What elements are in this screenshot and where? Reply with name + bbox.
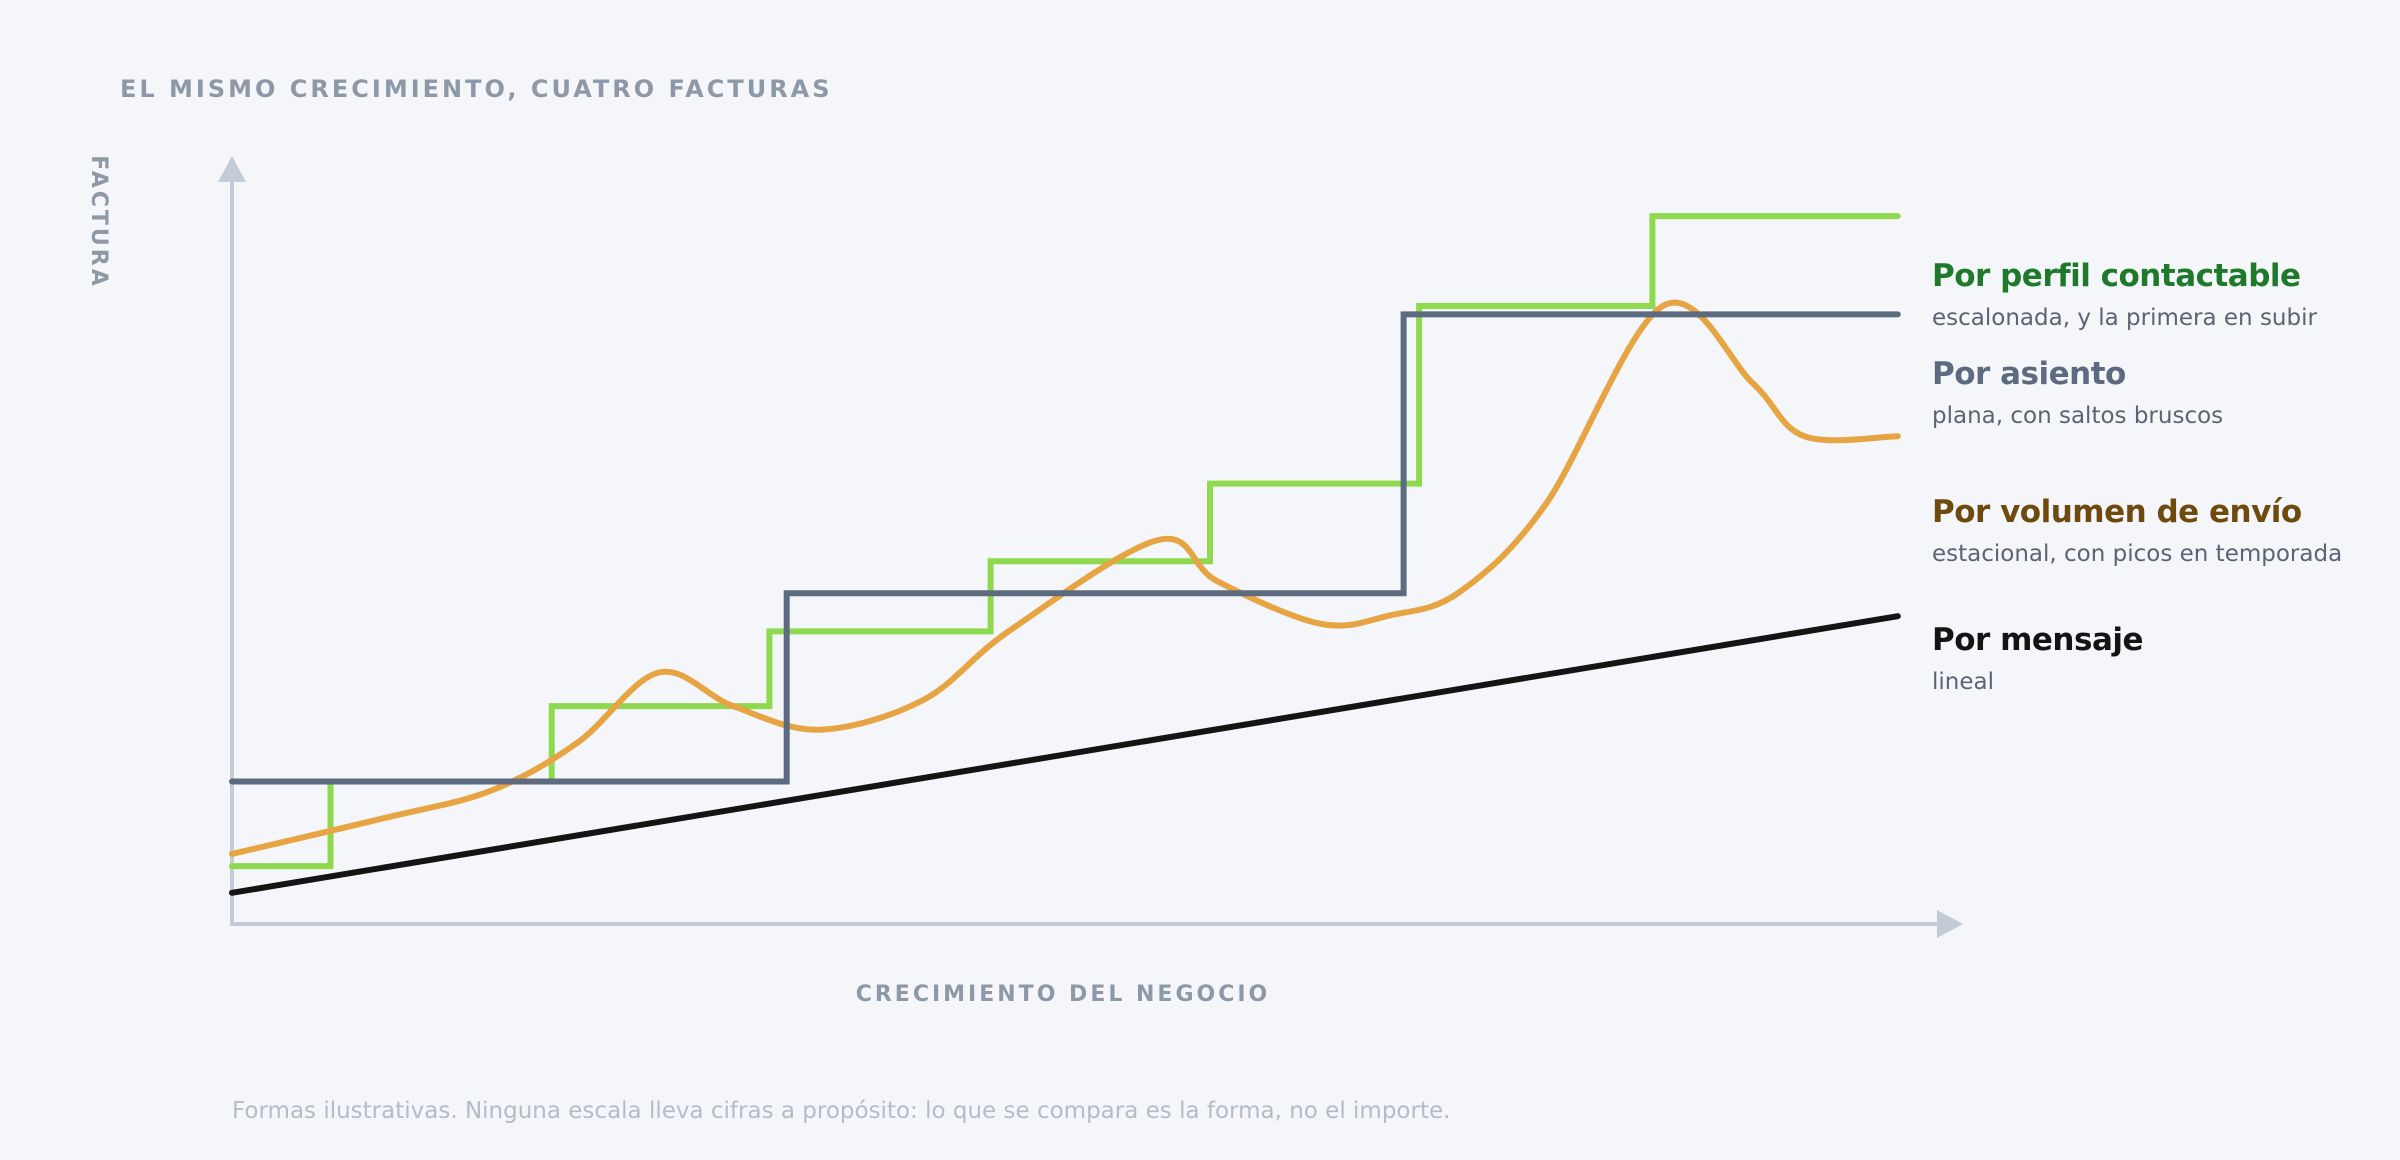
legend-description-por-mensaje: lineal [1932, 669, 1994, 695]
legend-title-por-perfil-contactable: Por perfil contactable [1932, 258, 2301, 294]
series-line-por-mensaje [229, 613, 1901, 896]
axes [218, 156, 1963, 938]
x-axis-arrow-icon [1937, 910, 1963, 938]
legend-description-por-asiento: plana, con saltos bruscos [1932, 403, 2223, 429]
legend-description-por-perfil-contactable: escalonada, y la primera en subir [1932, 305, 2317, 331]
series-line-por-volumen-de-envio [229, 299, 1901, 857]
series-line-por-asiento [229, 311, 1901, 785]
series-legend: Por perfil contactable escalonada, y la p… [1932, 258, 2342, 695]
y-axis-label: FACTURA [86, 155, 111, 289]
legend-title-por-mensaje: Por mensaje [1932, 622, 2143, 658]
y-axis-arrow-icon [218, 156, 246, 182]
footnote: Formas ilustrativas. Ninguna escala llev… [232, 1098, 1450, 1124]
series-lines [229, 213, 1901, 896]
chart-title: EL MISMO CRECIMIENTO, CUATRO FACTURAS [120, 75, 833, 103]
legend-description-por-volumen-de-envio: estacional, con picos en temporada [1932, 541, 2342, 567]
x-axis-label: CRECIMIENTO DEL NEGOCIO [856, 982, 1271, 1007]
legend-title-por-volumen-de-envio: Por volumen de envío [1932, 494, 2302, 530]
legend-title-por-asiento: Por asiento [1932, 356, 2126, 392]
